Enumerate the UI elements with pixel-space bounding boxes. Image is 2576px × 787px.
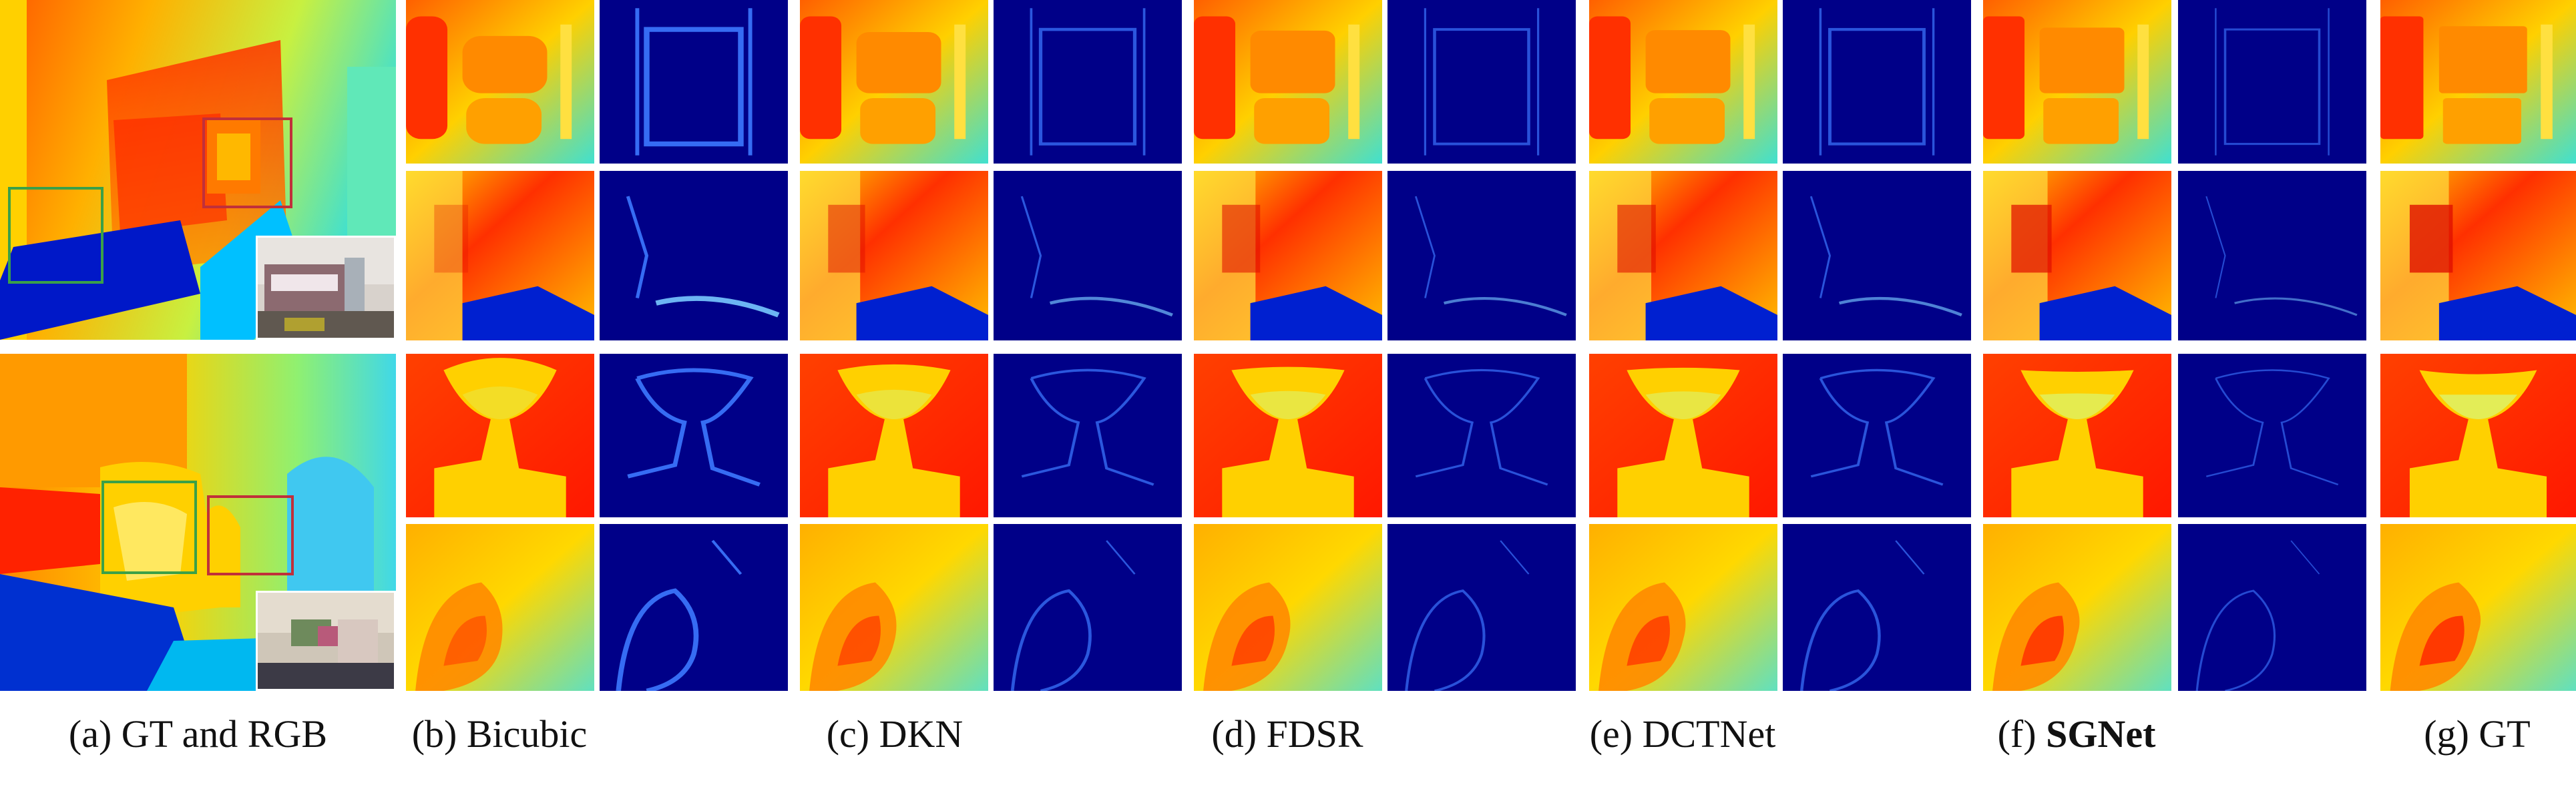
caption-b-label: Bicubic (467, 712, 587, 756)
caption-c-label: DKN (879, 712, 963, 756)
caption-d-prefix: (d) (1211, 712, 1257, 756)
error-map-dctnet-row-2 (1783, 171, 1971, 340)
rgb-inset-scene-2 (256, 591, 396, 691)
error-map-bicubic-row-3 (600, 354, 788, 517)
depth-patch-fdsr-row-2 (1194, 171, 1382, 340)
caption-f-label: SGNet (2046, 712, 2155, 756)
green-zoom-box (101, 481, 197, 574)
depth-patch-dctnet-row-3 (1589, 354, 1777, 517)
error-map-fdsr-row-1 (1387, 0, 1576, 164)
caption-f-prefix: (f) (1998, 712, 2036, 756)
depth-patch-dkn-row-3 (800, 354, 988, 517)
depth-patch-sgnet-row-4 (1983, 524, 2171, 691)
caption-a-prefix: (a) (69, 712, 112, 756)
error-map-dkn-row-2 (994, 171, 1182, 340)
depth-patch-bicubic-row-3 (406, 354, 594, 517)
depth-patch-gt-row-2 (2380, 171, 2576, 340)
depth-patch-sgnet-row-1 (1983, 0, 2171, 164)
depth-patch-fdsr-row-1 (1194, 0, 1382, 164)
depth-patch-fdsr-row-3 (1194, 354, 1382, 517)
error-map-dkn-row-3 (994, 354, 1182, 517)
depth-patch-dkn-row-2 (800, 171, 988, 340)
error-map-fdsr-row-2 (1387, 171, 1576, 340)
depth-patch-gt-row-1 (2380, 0, 2576, 164)
caption-d-label: FDSR (1267, 712, 1363, 756)
gt-overview-scene-1 (0, 0, 396, 340)
depth-patch-dctnet-row-4 (1589, 524, 1777, 691)
error-map-fdsr-row-4 (1387, 524, 1576, 691)
depth-patch-dkn-row-1 (800, 0, 988, 164)
caption-a-label: GT and RGB (122, 712, 327, 756)
caption-c-prefix: (c) (827, 712, 869, 756)
caption-g: (g) GT (2378, 704, 2576, 764)
caption-e-label: DCTNet (1643, 712, 1776, 756)
depth-patch-sgnet-row-2 (1983, 171, 2171, 340)
caption-f: (f) SGNet (1983, 704, 2170, 764)
green-zoom-box (8, 187, 103, 284)
depth-patch-fdsr-row-4 (1194, 524, 1382, 691)
red-zoom-box (202, 117, 292, 208)
error-map-dkn-row-4 (994, 524, 1182, 691)
caption-g-prefix: (g) (2424, 712, 2469, 756)
caption-a: (a) GT and RGB (0, 704, 396, 764)
error-map-sgnet-row-3 (2178, 354, 2366, 517)
caption-e-prefix: (e) (1590, 712, 1633, 756)
caption-g-label: GT (2479, 712, 2530, 756)
error-map-fdsr-row-3 (1387, 354, 1576, 517)
depth-patch-bicubic-row-2 (406, 171, 594, 340)
error-map-bicubic-row-4 (600, 524, 788, 691)
caption-c: (c) DKN (801, 704, 988, 764)
error-map-dctnet-row-1 (1783, 0, 1971, 164)
rgb-inset-scene-1 (256, 236, 396, 340)
error-map-dctnet-row-4 (1783, 524, 1971, 691)
error-map-dctnet-row-3 (1783, 354, 1971, 517)
depth-patch-sgnet-row-3 (1983, 354, 2171, 517)
error-map-bicubic-row-2 (600, 171, 788, 340)
depth-patch-bicubic-row-1 (406, 0, 594, 164)
caption-e: (e) DCTNet (1589, 704, 1776, 764)
depth-patch-gt-row-3 (2380, 354, 2576, 517)
depth-patch-dctnet-row-1 (1589, 0, 1777, 164)
depth-patch-bicubic-row-4 (406, 524, 594, 691)
depth-patch-gt-row-4 (2380, 524, 2576, 691)
depth-patch-dctnet-row-2 (1589, 171, 1777, 340)
error-map-sgnet-row-2 (2178, 171, 2366, 340)
red-zoom-box (207, 495, 294, 575)
caption-d: (d) FDSR (1194, 704, 1381, 764)
caption-b-prefix: (b) (412, 712, 457, 756)
error-map-dkn-row-1 (994, 0, 1182, 164)
error-map-sgnet-row-1 (2178, 0, 2366, 164)
error-map-bicubic-row-1 (600, 0, 788, 164)
caption-b: (b) Bicubic (406, 704, 593, 764)
depth-patch-dkn-row-4 (800, 524, 988, 691)
gt-overview-scene-2 (0, 354, 396, 691)
error-map-sgnet-row-4 (2178, 524, 2366, 691)
